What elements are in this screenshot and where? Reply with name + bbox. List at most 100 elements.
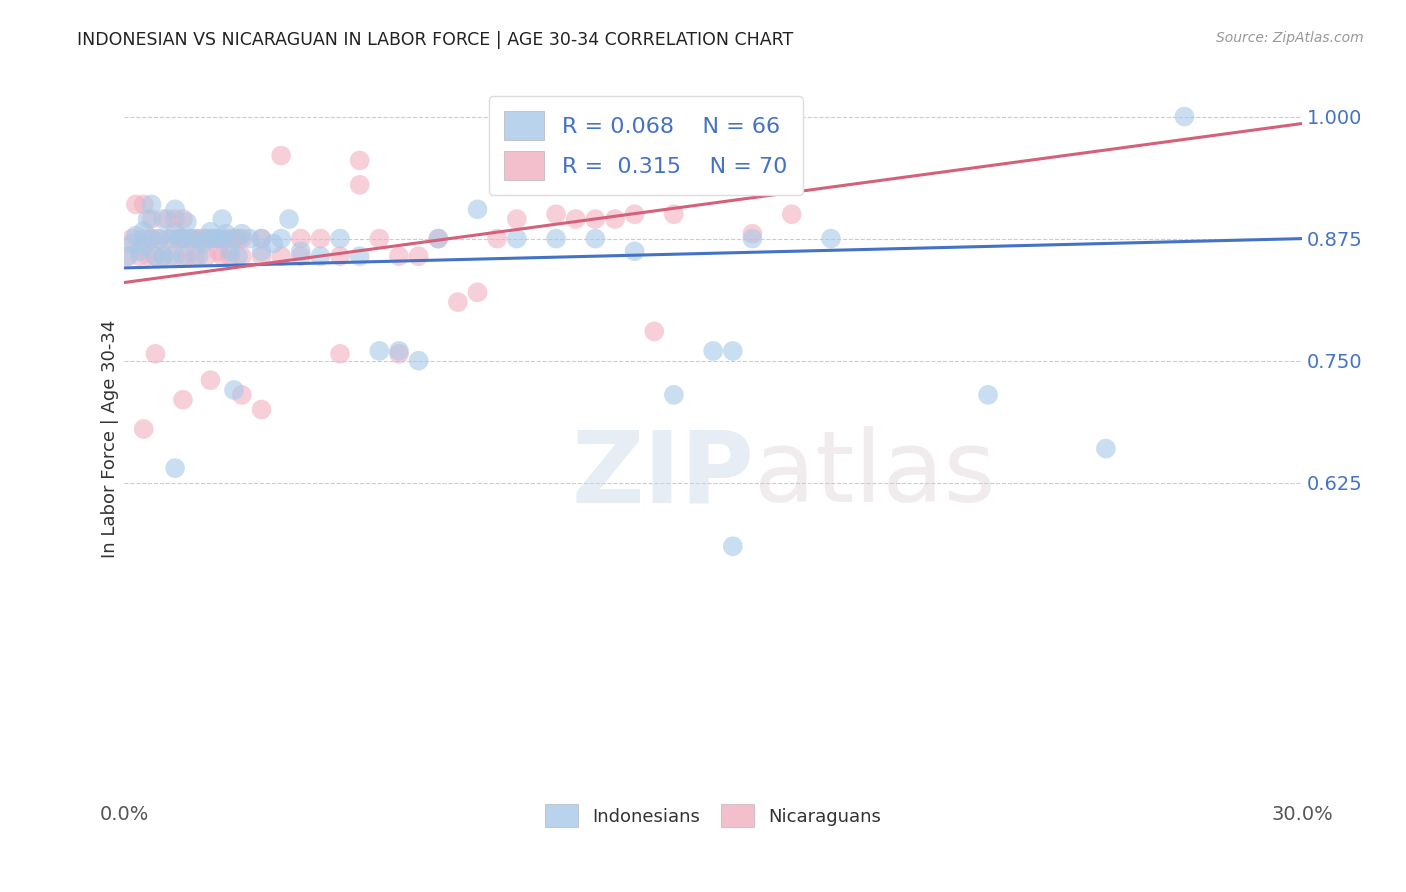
Point	[270, 148, 292, 162]
Point	[250, 402, 273, 417]
Point	[132, 231, 155, 245]
Point	[202, 231, 225, 245]
Point	[141, 197, 163, 211]
Point	[250, 244, 273, 259]
Point	[721, 539, 744, 553]
Point	[128, 249, 150, 263]
Point	[623, 207, 645, 221]
Point	[117, 249, 139, 263]
Point	[349, 249, 371, 263]
Text: ZIP: ZIP	[572, 426, 755, 524]
Point	[165, 225, 187, 239]
Point	[200, 225, 222, 239]
Point	[506, 212, 529, 227]
Point	[388, 249, 411, 263]
Point	[152, 212, 174, 227]
Point	[231, 231, 253, 245]
Point	[191, 236, 214, 251]
Point	[603, 212, 626, 227]
Point	[148, 231, 170, 245]
Point	[200, 231, 222, 245]
Point	[145, 249, 167, 263]
Point	[250, 249, 273, 263]
Point	[368, 343, 391, 358]
Point	[977, 388, 1000, 402]
Point	[195, 249, 218, 263]
Point	[544, 207, 567, 221]
Point	[211, 249, 233, 263]
Point	[329, 347, 352, 361]
Point	[148, 231, 170, 245]
Point	[132, 197, 155, 211]
Point	[270, 249, 292, 263]
Point	[408, 249, 430, 263]
Point	[125, 197, 148, 211]
Point	[544, 231, 567, 245]
Point	[222, 231, 245, 245]
Point	[145, 347, 167, 361]
Point	[172, 249, 194, 263]
Point	[219, 244, 242, 259]
Point	[160, 231, 183, 245]
Point	[160, 249, 183, 263]
Point	[583, 212, 606, 227]
Point	[167, 231, 190, 245]
Point	[117, 249, 139, 263]
Point	[180, 231, 202, 245]
Point	[226, 249, 249, 263]
Point	[270, 231, 292, 245]
Point	[662, 207, 685, 221]
Point	[721, 343, 744, 358]
Point	[388, 347, 411, 361]
Point	[165, 202, 187, 217]
Point	[250, 231, 273, 245]
Y-axis label: In Labor Force | Age 30-34: In Labor Force | Age 30-34	[101, 319, 120, 558]
Point	[388, 343, 411, 358]
Point	[408, 353, 430, 368]
Point	[222, 383, 245, 397]
Point	[176, 249, 198, 263]
Point	[132, 422, 155, 436]
Point	[121, 236, 143, 251]
Point	[329, 231, 352, 245]
Point	[165, 249, 187, 263]
Point	[211, 231, 233, 245]
Text: INDONESIAN VS NICARAGUAN IN LABOR FORCE | AGE 30-34 CORRELATION CHART: INDONESIAN VS NICARAGUAN IN LABOR FORCE …	[77, 31, 793, 49]
Point	[202, 231, 225, 245]
Point	[136, 212, 159, 227]
Point	[226, 231, 249, 245]
Point	[349, 153, 371, 168]
Point	[176, 215, 198, 229]
Point	[141, 231, 163, 245]
Point	[222, 231, 245, 245]
Point	[172, 231, 194, 245]
Point	[184, 231, 207, 245]
Point	[506, 231, 529, 245]
Point	[172, 392, 194, 407]
Point	[156, 231, 179, 245]
Point	[172, 231, 194, 245]
Point	[231, 249, 253, 263]
Point	[167, 231, 190, 245]
Point	[141, 231, 163, 245]
Point	[207, 231, 229, 245]
Point	[184, 249, 207, 263]
Point	[349, 178, 371, 192]
Point	[128, 244, 150, 259]
Point	[780, 207, 803, 221]
Point	[1095, 442, 1118, 456]
Point	[191, 231, 214, 245]
Point	[309, 249, 332, 263]
Point	[180, 231, 202, 245]
Point	[219, 249, 242, 263]
Text: atlas: atlas	[755, 426, 995, 524]
Point	[200, 373, 222, 387]
Point	[215, 227, 238, 241]
Point	[156, 212, 179, 227]
Point	[427, 231, 450, 245]
Point	[467, 285, 489, 300]
Point	[250, 231, 273, 245]
Point	[152, 249, 174, 263]
Point	[152, 249, 174, 263]
Point	[290, 244, 312, 259]
